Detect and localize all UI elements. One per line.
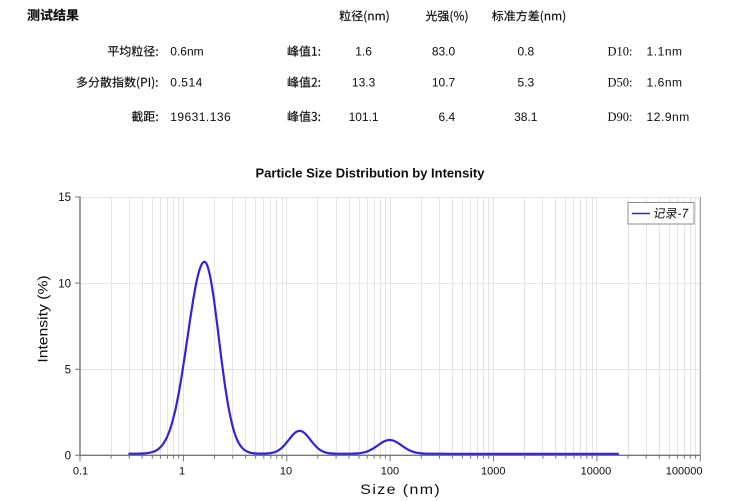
svg-text:Intensity (%): Intensity (%) (36, 275, 51, 362)
svg-text:38.1: 38.1 (514, 110, 538, 124)
svg-text:D50:: D50: (608, 76, 633, 90)
svg-text:0.514: 0.514 (170, 76, 203, 90)
svg-text:10.7: 10.7 (432, 76, 456, 90)
svg-text:100000: 100000 (666, 466, 703, 478)
svg-text:0.1: 0.1 (73, 466, 88, 478)
svg-text:1.1nm: 1.1nm (647, 45, 683, 59)
svg-text:D10:: D10: (608, 45, 633, 59)
svg-text:0: 0 (65, 451, 71, 463)
svg-text:1: 1 (179, 466, 185, 478)
svg-text:83.0: 83.0 (432, 45, 456, 59)
svg-text:5.3: 5.3 (517, 76, 534, 90)
svg-text:6.4: 6.4 (439, 110, 456, 124)
svg-text:10000: 10000 (581, 466, 612, 478)
svg-text:Size (nm): Size (nm) (360, 483, 441, 498)
svg-text:19631.136: 19631.136 (170, 110, 231, 124)
svg-text:10: 10 (58, 278, 71, 290)
svg-text:13.3: 13.3 (352, 76, 376, 90)
svg-text:1000: 1000 (481, 466, 505, 478)
svg-text:1.6nm: 1.6nm (647, 76, 683, 90)
svg-text:101.1: 101.1 (349, 110, 379, 124)
svg-text:Particle Size Distribution by: Particle Size Distribution by Intensity (256, 166, 486, 181)
svg-text:1.6: 1.6 (355, 45, 372, 59)
svg-text:0.8: 0.8 (517, 45, 534, 59)
svg-text:D90:: D90: (608, 110, 633, 124)
svg-text:0.6nm: 0.6nm (170, 45, 203, 59)
svg-text:10: 10 (280, 466, 292, 478)
svg-text:5: 5 (65, 364, 71, 376)
svg-text:100: 100 (381, 466, 399, 478)
svg-text:12.9nm: 12.9nm (647, 110, 690, 124)
svg-text:15: 15 (58, 192, 71, 204)
